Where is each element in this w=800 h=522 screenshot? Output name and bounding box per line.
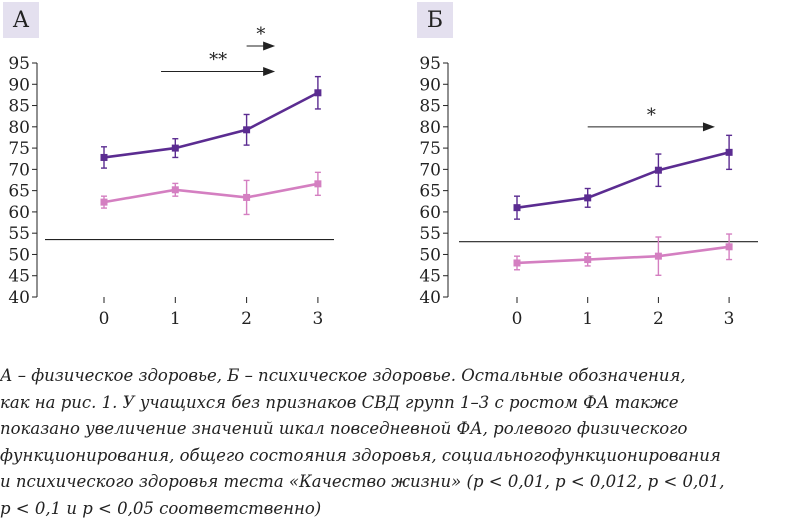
- x-tick-label: 1: [170, 309, 181, 329]
- data-point: [726, 243, 733, 250]
- y-tick-label: 90: [8, 75, 30, 95]
- series-line: [517, 152, 729, 207]
- x-tick-label: 2: [241, 309, 252, 329]
- caption-line: как на рис. 1. У учащихся без признаков …: [0, 390, 800, 417]
- figure-caption: А – физическое здоровье, Б – психическое…: [0, 363, 800, 522]
- x-tick-label: 0: [512, 309, 523, 329]
- data-point: [243, 194, 250, 201]
- y-tick-label: 95: [419, 54, 441, 74]
- data-point: [514, 259, 521, 266]
- y-tick-label: 50: [8, 245, 30, 265]
- data-point: [514, 204, 521, 211]
- x-tick-label: 3: [312, 309, 323, 329]
- y-tick-label: 50: [419, 245, 441, 265]
- series-line: [517, 247, 729, 263]
- caption-line: и психического здоровья теста «Качество …: [0, 469, 800, 496]
- y-tick-label: 75: [419, 139, 441, 159]
- y-tick-label: 85: [419, 97, 441, 117]
- y-tick-label: 55: [8, 224, 30, 244]
- y-tick-label: 70: [419, 160, 441, 180]
- y-tick-label: 45: [8, 267, 30, 287]
- y-tick-label: 65: [8, 182, 30, 202]
- y-tick-label: 85: [8, 97, 30, 117]
- significance-label: *: [256, 24, 265, 45]
- x-tick-label: 3: [724, 309, 735, 329]
- data-point: [101, 154, 108, 161]
- y-tick-label: 65: [419, 182, 441, 202]
- arrow-head: [703, 122, 715, 131]
- significance-label: *: [647, 105, 656, 126]
- x-tick-label: 1: [582, 309, 593, 329]
- caption-line: А – физическое здоровье, Б – психическое…: [0, 363, 800, 390]
- arrow-head: [263, 67, 275, 76]
- data-point: [101, 199, 108, 206]
- x-tick-label: 0: [99, 309, 110, 329]
- data-point: [584, 194, 591, 201]
- data-point: [655, 253, 662, 260]
- data-point: [726, 149, 733, 156]
- caption-line: функционирования, общего состояния здоро…: [0, 443, 800, 470]
- y-tick-label: 40: [419, 288, 441, 308]
- data-point: [172, 145, 179, 152]
- data-point: [243, 126, 250, 133]
- data-point: [584, 256, 591, 263]
- data-point: [655, 167, 662, 174]
- significance-label: **: [209, 50, 227, 71]
- y-tick-label: 90: [419, 75, 441, 95]
- caption-line: p < 0,1 и p < 0,05 соответственно): [0, 496, 800, 522]
- y-tick-label: 45: [419, 267, 441, 287]
- y-tick-label: 75: [8, 139, 30, 159]
- data-point: [314, 180, 321, 187]
- caption-line: показано увеличение значений шкал повсед…: [0, 416, 800, 443]
- y-tick-label: 95: [8, 54, 30, 74]
- y-tick-label: 55: [419, 224, 441, 244]
- data-point: [314, 89, 321, 96]
- x-tick-label: 2: [653, 309, 664, 329]
- y-tick-label: 70: [8, 160, 30, 180]
- series-line: [104, 93, 318, 158]
- y-tick-label: 40: [8, 288, 30, 308]
- y-tick-label: 80: [419, 118, 441, 138]
- y-tick-label: 80: [8, 118, 30, 138]
- data-point: [172, 186, 179, 193]
- y-tick-label: 60: [419, 203, 441, 223]
- series-line: [104, 184, 318, 202]
- y-tick-label: 60: [8, 203, 30, 223]
